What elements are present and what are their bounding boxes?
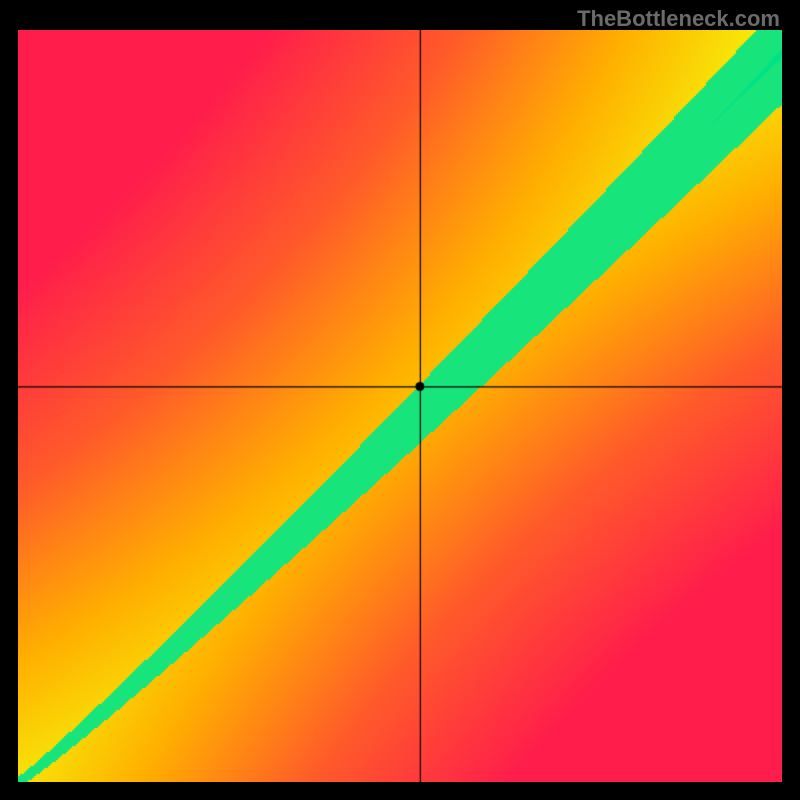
watermark-text: TheBottleneck.com bbox=[577, 6, 780, 32]
heatmap-canvas bbox=[18, 30, 782, 782]
chart-container: TheBottleneck.com bbox=[0, 0, 800, 800]
